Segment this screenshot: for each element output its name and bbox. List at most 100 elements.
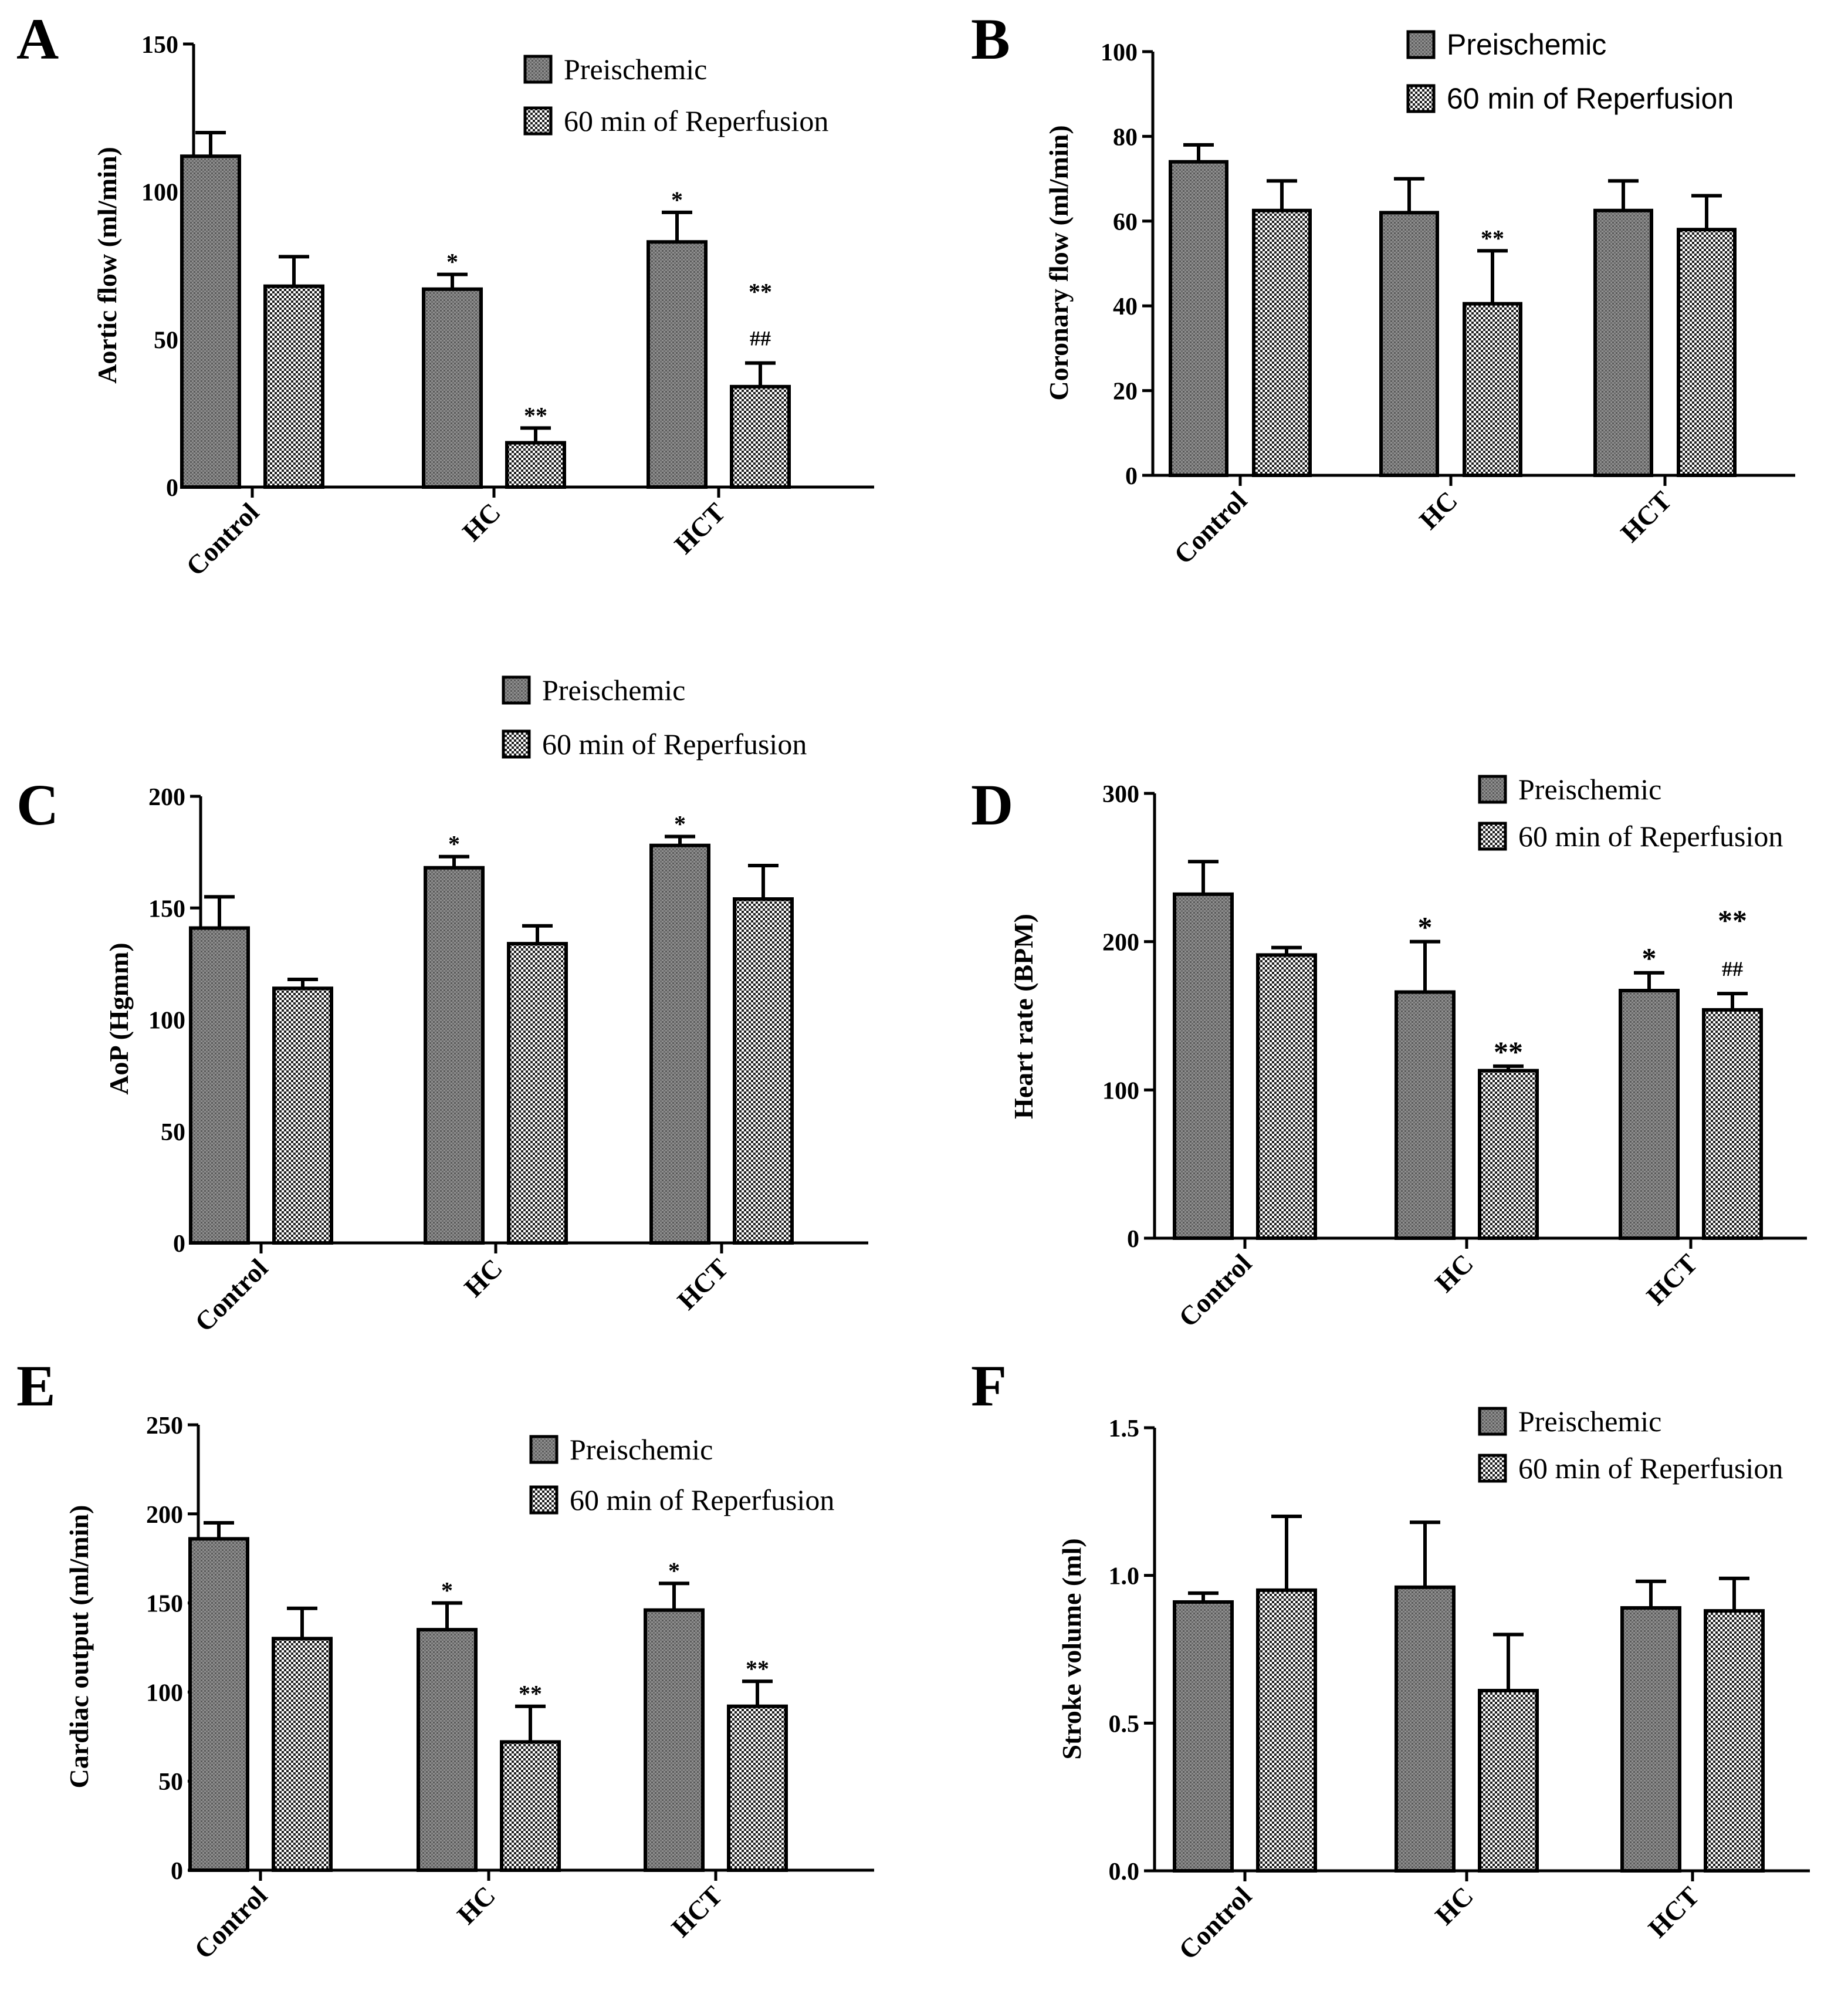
significance-star: *: [448, 831, 460, 857]
bar-reperfusion-control: [1256, 953, 1317, 1240]
significance-star: *: [446, 249, 458, 275]
y-tick-label: 0: [1125, 463, 1138, 490]
y-tick-label: 300: [1102, 781, 1139, 808]
y-tick-label: 0.5: [1109, 1711, 1140, 1738]
y-tick-label: 40: [1113, 293, 1138, 320]
y-tick-label: 50: [158, 1769, 183, 1796]
legend-swatch-preischemic: [1478, 1407, 1507, 1436]
y-tick-label: 0: [1127, 1226, 1139, 1253]
y-tick-label: 100: [1101, 39, 1138, 66]
legend-label-preischemic: Preischemic: [1518, 1405, 1661, 1438]
legend-swatch-reperfusion: [523, 106, 553, 136]
y-axis-title: Cardiac output (ml/min): [64, 1505, 94, 1789]
significance-star: **: [1718, 904, 1747, 937]
legend-label-reperfusion: 60 min of Reperfusion: [564, 104, 828, 137]
legend-label-preischemic: Preischemic: [570, 1433, 713, 1466]
y-tick-label: 0.0: [1109, 1858, 1140, 1885]
bar-reperfusion-control: [263, 284, 324, 489]
bar-reperfusion-hct: [1702, 1008, 1763, 1240]
y-tick-label: 250: [146, 1412, 183, 1439]
legend-label-preischemic: Preischemic: [1447, 28, 1606, 61]
y-tick-label: 100: [146, 1679, 183, 1706]
y-tick-label: 1.0: [1109, 1563, 1140, 1590]
bar-reperfusion-hc: [507, 942, 568, 1245]
y-axis-title: AoP (Hgmm): [104, 942, 134, 1094]
legend-label-reperfusion: 60 min of Reperfusion: [570, 1483, 834, 1516]
bar-preischemic-control: [1173, 892, 1234, 1240]
legend-label-reperfusion: 60 min of Reperfusion: [1447, 82, 1734, 115]
y-tick-label: 80: [1113, 124, 1138, 151]
bar-reperfusion-hc: [1478, 1069, 1539, 1241]
bar-preischemic-hct: [1593, 208, 1653, 477]
y-tick-label: 150: [146, 1591, 183, 1618]
panel-label: B: [971, 6, 1010, 72]
bar-preischemic-hc: [1395, 1585, 1456, 1873]
significance-star: **: [519, 1681, 542, 1707]
bar-preischemic-hct: [1620, 1606, 1681, 1873]
significance-hash: ##: [1722, 957, 1743, 981]
legend-swatch-reperfusion: [1478, 1454, 1507, 1483]
panel-label: D: [971, 772, 1013, 837]
legend-swatch-preischemic: [1406, 30, 1436, 59]
y-tick-label: 200: [146, 1502, 183, 1529]
legend-label-reperfusion: 60 min of Reperfusion: [1518, 820, 1783, 853]
y-tick-label: 1.5: [1109, 1415, 1140, 1442]
bar-reperfusion-hc: [1463, 302, 1522, 478]
legend-swatch-reperfusion: [1478, 822, 1507, 851]
legend-swatch-preischemic: [1478, 775, 1507, 804]
y-axis-title: Stroke volume (ml): [1057, 1538, 1087, 1759]
y-tick-label: 0: [171, 1858, 183, 1885]
y-tick-label: 0: [173, 1231, 185, 1258]
bar-preischemic-control: [1169, 160, 1228, 478]
y-tick-label: 100: [1102, 1077, 1139, 1104]
legend-swatch-reperfusion: [502, 729, 531, 759]
bar-reperfusion-hct: [733, 897, 794, 1245]
y-tick-label: 200: [1102, 930, 1139, 957]
bar-reperfusion-hct: [730, 384, 791, 489]
significance-star: *: [441, 1577, 453, 1604]
y-tick-label: 60: [1113, 209, 1138, 236]
y-axis-title: Heart rate (BPM): [1008, 914, 1038, 1119]
significance-star: *: [1642, 942, 1657, 975]
bar-preischemic-control: [188, 1537, 249, 1872]
y-tick-label: 150: [148, 895, 185, 922]
y-tick-label: 20: [1113, 379, 1138, 405]
significance-star: *: [674, 810, 686, 837]
bar-preischemic-hct: [644, 1608, 705, 1872]
y-tick-label: 150: [141, 32, 178, 59]
significance-star: **: [746, 1655, 769, 1682]
legend-label-preischemic: Preischemic: [564, 53, 707, 86]
significance-star: **: [1494, 1035, 1523, 1068]
significance-star: **: [524, 402, 547, 428]
significance-star: *: [671, 187, 683, 213]
bar-reperfusion-control: [272, 986, 333, 1245]
bar-reperfusion-control: [272, 1637, 333, 1873]
significance-star: *: [668, 1557, 680, 1584]
panel-label: E: [16, 1353, 56, 1418]
bar-preischemic-hc: [1379, 211, 1439, 477]
y-tick-label: 50: [154, 327, 178, 354]
legend-swatch-preischemic: [523, 55, 553, 84]
legend-label-reperfusion: 60 min of Reperfusion: [542, 728, 807, 761]
y-tick-label: 100: [141, 180, 178, 207]
panel-label: A: [16, 6, 59, 72]
bar-preischemic-hct: [1619, 989, 1680, 1240]
significance-star: **: [1481, 225, 1504, 251]
bar-preischemic-hc: [422, 287, 483, 489]
significance-hash: ##: [750, 327, 771, 350]
legend-swatch-reperfusion: [529, 1485, 559, 1515]
bar-preischemic-hc: [417, 1628, 478, 1872]
y-tick-label: 50: [161, 1119, 185, 1146]
bar-preischemic-control: [1173, 1600, 1234, 1873]
y-tick-label: 200: [148, 784, 185, 811]
bar-preischemic-hc: [1395, 990, 1456, 1241]
legend-swatch-preischemic: [529, 1435, 559, 1464]
bar-preischemic-control: [189, 926, 250, 1245]
legend-label-preischemic: Preischemic: [542, 674, 685, 707]
legend-swatch-preischemic: [502, 675, 531, 705]
significance-star: *: [1418, 911, 1433, 944]
